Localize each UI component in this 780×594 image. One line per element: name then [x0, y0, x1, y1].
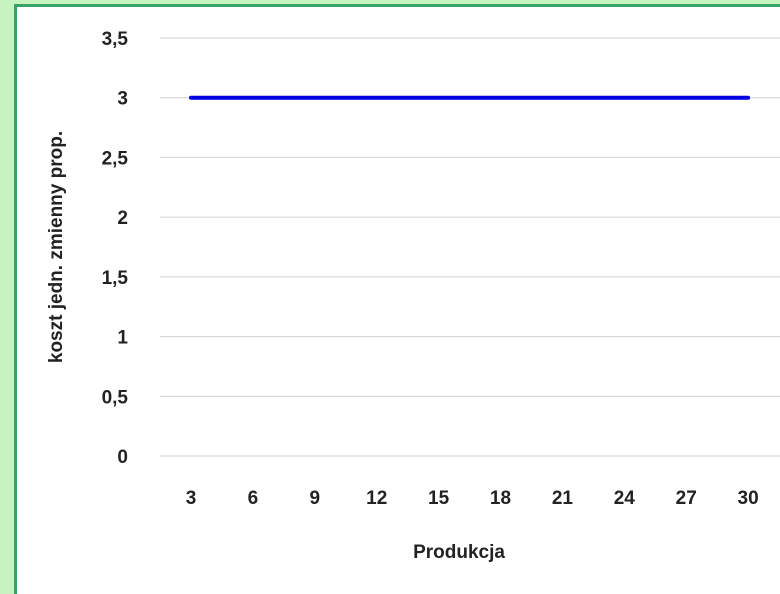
y-tick-label: 2: [117, 208, 128, 229]
x-tick-label: 30: [738, 488, 759, 509]
y-axis-title: koszt jedn. zmienny prop.: [46, 131, 67, 363]
x-tick-label: 21: [552, 488, 574, 509]
x-tick-label: 27: [676, 488, 697, 509]
gridlines: [160, 37, 780, 457]
y-tick-label: 3,5: [102, 29, 129, 50]
y-tick-label: 0: [117, 447, 128, 468]
x-tick-label: 15: [428, 488, 450, 509]
y-tick-label: 1: [117, 328, 128, 349]
x-tick-label: 24: [614, 488, 636, 509]
x-tick-label: 9: [310, 488, 321, 509]
y-axis-ticks: 0 0,5 1 1,5 2 2,5 3 3,5: [102, 29, 129, 468]
x-tick-label: 18: [490, 488, 511, 509]
x-tick-label: 3: [186, 488, 197, 509]
y-tick-label: 0,5: [102, 387, 129, 408]
y-tick-label: 1,5: [102, 268, 129, 289]
x-axis-ticks: 3 6 9 12 15 18 21 24 27 30: [186, 488, 759, 509]
y-tick-label: 2,5: [102, 148, 129, 169]
x-tick-label: 6: [248, 488, 259, 509]
x-axis-title: Produkcja: [413, 542, 505, 563]
y-tick-label: 3: [117, 89, 128, 110]
x-tick-label: 12: [366, 488, 387, 509]
chart-panel: [14, 4, 780, 594]
